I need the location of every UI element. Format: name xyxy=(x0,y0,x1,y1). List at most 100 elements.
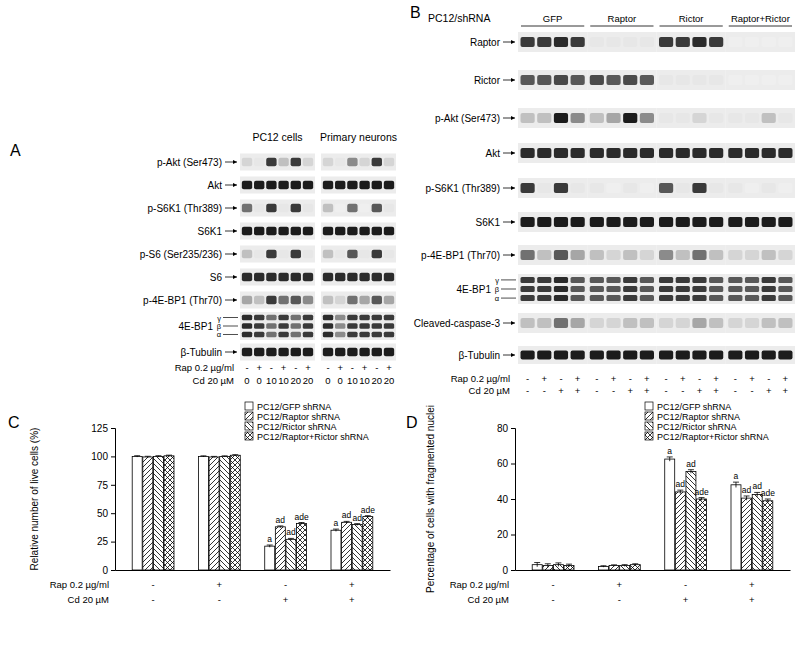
blot-strip xyxy=(587,143,656,163)
blot-band xyxy=(372,332,382,338)
blot-band xyxy=(709,318,723,328)
blot-band xyxy=(709,295,723,301)
blot-band xyxy=(335,348,345,357)
blot-band xyxy=(554,217,568,227)
blot-strip xyxy=(657,108,726,128)
blot-band xyxy=(778,250,792,260)
blot-band xyxy=(303,158,313,167)
blot-strip xyxy=(587,346,656,364)
bar xyxy=(363,517,373,570)
y-tick-mark xyxy=(511,464,515,465)
isoform-label: γ xyxy=(495,276,499,285)
blot-header: Rictor xyxy=(679,13,704,24)
blot-band xyxy=(778,148,792,158)
blot-band xyxy=(590,113,604,123)
error-stem xyxy=(569,564,570,567)
blot-band xyxy=(537,75,551,85)
error-bar xyxy=(333,529,339,531)
y-tick-mark xyxy=(511,535,515,536)
blot-band xyxy=(278,227,288,236)
blot-band xyxy=(571,217,585,227)
error-bar xyxy=(744,496,750,500)
legend-item: PC12/GFP shRNA xyxy=(645,402,731,412)
blot-band xyxy=(659,183,673,193)
blot-band xyxy=(692,318,706,328)
y-axis-title: Percentage of cells with fragmented nucl… xyxy=(425,405,436,593)
condition-value: 0 xyxy=(244,375,249,386)
blot-band xyxy=(590,217,604,227)
blot-strip xyxy=(240,344,315,361)
blot-band xyxy=(554,318,568,328)
blot-band xyxy=(266,204,276,213)
row-label: p-4E-BP1 (Thr70) xyxy=(143,295,222,306)
legend-swatch xyxy=(245,432,253,440)
blot-band xyxy=(384,204,394,213)
blot-band xyxy=(606,217,620,227)
isoform-pointer xyxy=(501,298,516,299)
error-cap xyxy=(299,522,305,523)
blot-strip xyxy=(587,178,656,198)
legend-swatch xyxy=(645,402,653,410)
blot-strip xyxy=(726,32,795,52)
blot-band xyxy=(372,158,382,167)
error-cap xyxy=(545,563,551,564)
condition-value: + xyxy=(713,373,719,384)
condition-value: + xyxy=(349,579,355,590)
blot-band xyxy=(347,315,357,321)
blot-band xyxy=(335,227,345,236)
blot-band xyxy=(590,37,604,47)
condition-value: - xyxy=(734,385,737,396)
blot-band xyxy=(676,217,690,227)
blot-band xyxy=(640,217,654,227)
figure: APC12 cellsPrimary neuronsp-Akt (Ser473)… xyxy=(0,0,800,651)
blot-strip xyxy=(726,313,795,333)
condition-value: - xyxy=(665,373,668,384)
blot-band xyxy=(745,250,759,260)
condition-value: + xyxy=(697,385,703,396)
error-cap xyxy=(677,490,683,491)
blot-band xyxy=(347,227,357,236)
condition-value: 10 xyxy=(359,375,370,386)
header-underline xyxy=(729,26,792,27)
row-label: Rictor xyxy=(474,75,501,86)
row-label: p-S6K1 (Thr389) xyxy=(148,203,222,214)
error-stem xyxy=(757,492,758,496)
blot-strip xyxy=(321,154,396,171)
legend-item: PC12/Raptor shRNA xyxy=(645,412,740,422)
blot-band xyxy=(571,351,585,360)
blot-band xyxy=(640,37,654,47)
condition-value: + xyxy=(713,385,719,396)
blot-band xyxy=(323,273,333,282)
bar xyxy=(275,527,285,570)
blot-strip xyxy=(657,313,726,333)
bar xyxy=(598,566,608,570)
blot-band xyxy=(384,332,394,338)
y-tick-label: 20 xyxy=(497,529,509,540)
blot-band xyxy=(335,323,345,329)
error-stem xyxy=(735,482,736,487)
blot-band xyxy=(537,183,551,193)
significance-letter: ad xyxy=(686,459,696,469)
error-cap xyxy=(333,529,339,530)
blot-band xyxy=(521,295,535,301)
blot-band xyxy=(266,348,276,357)
error-cap xyxy=(632,563,638,564)
y-tick: 80 xyxy=(497,423,515,434)
blot-band xyxy=(728,286,742,292)
row-arrow xyxy=(503,188,515,189)
blot-band xyxy=(537,217,551,227)
condition-value: - xyxy=(750,385,753,396)
blot-strip xyxy=(657,245,726,265)
blot-strip xyxy=(240,246,315,263)
blot-band xyxy=(659,148,673,158)
condition-value: + xyxy=(766,385,772,396)
condition-value: 20 xyxy=(303,375,314,386)
legend-item: PC12/Raptor+Rictor shRNA xyxy=(245,432,369,442)
condition-value: - xyxy=(595,385,598,396)
blot-band xyxy=(623,37,637,47)
error-cap xyxy=(365,515,371,516)
row-arrow xyxy=(225,185,237,186)
blot-band xyxy=(571,37,585,47)
y-tick-mark xyxy=(111,513,115,514)
condition-label: Rap 0.2 µg/ml xyxy=(450,579,509,590)
